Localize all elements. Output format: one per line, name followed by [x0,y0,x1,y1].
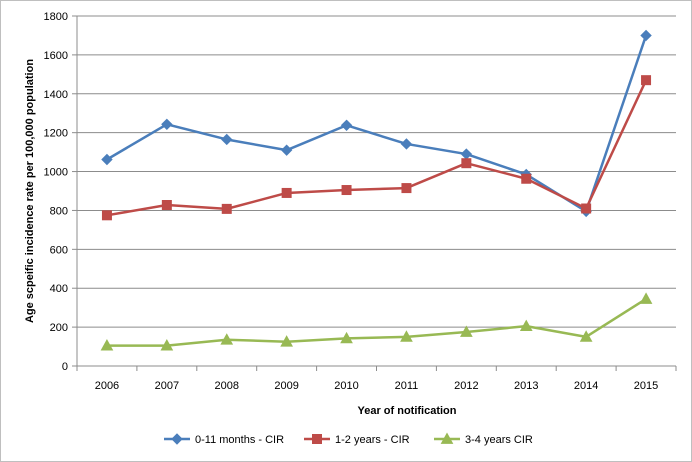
x-tick-label: 2015 [634,380,658,392]
x-tick-label: 2014 [574,380,598,392]
series-line [106,297,647,347]
x-tick-label: 2012 [454,380,478,392]
y-tick-label: 1800 [44,11,68,23]
y-tick-label: 600 [50,244,68,256]
legend-item: 1-2 years - CIR [304,434,410,446]
x-tick-label: 2013 [514,380,538,392]
x-tick-label: 2008 [215,380,239,392]
data-point [461,158,472,169]
series-3 [100,292,653,351]
legend: 0-11 months - CIR 1-2 years - CIR 3-4 year… [164,432,533,446]
y-tick-label: 200 [50,322,68,334]
y-tick-label: 0 [62,361,68,373]
data-point [340,119,353,131]
data-point [521,173,532,184]
x-tick-label: 2010 [334,380,358,392]
series-2 [101,75,652,221]
series-group [100,29,653,351]
x-tick-label: 2006 [95,380,119,392]
data-point [280,144,293,156]
x-tick-label: 2007 [155,380,179,392]
x-axis-title: Year of notification [357,405,456,417]
data-point [640,29,652,42]
y-tick-label: 1200 [44,128,68,140]
data-point [581,203,592,214]
y-tick-label: 1400 [44,89,68,101]
data-point [221,203,232,214]
data-point [161,200,172,210]
series-line [106,79,648,217]
data-point [401,183,412,194]
data-point [281,187,292,198]
x-tick-labels: 2006 2007 2008 2009 2010 2011 2012 2013 2014 2015 [95,380,659,392]
data-point [280,335,293,347]
axes [72,15,677,371]
data-point [639,292,653,304]
gridlines [77,15,676,328]
y-tick-labels: 0 200 400 600 800 1000 1200 1400 1600 1800 [44,11,68,373]
data-point [641,75,652,86]
legend-label: 1-2 years - CIR [335,434,410,446]
data-point [341,185,352,196]
y-axis-title: Age scpeific incidence rate per 100,000 … [24,59,36,323]
data-point [161,118,173,131]
data-point [579,330,593,342]
data-point [160,339,174,351]
x-tick-label: 2011 [395,380,419,392]
data-point [221,133,233,146]
y-tick-label: 800 [50,205,68,217]
legend-label: 0-11 months - CIR [195,434,284,446]
data-point [460,148,473,160]
legend-marker [440,432,454,444]
data-point [101,210,112,221]
data-point [519,319,533,332]
legend-marker [171,433,183,445]
data-point [100,339,114,351]
legend-item: 3-4 years CIR [434,432,533,446]
legend-item: 0-11 months - CIR [164,433,284,446]
data-point [400,138,413,150]
legend-label: 3-4 years CIR [465,434,533,446]
x-tick-label: 2009 [274,380,298,392]
series-line [106,35,648,213]
data-point [460,325,473,337]
y-tick-label: 1600 [44,50,68,62]
y-tick-label: 400 [50,283,68,295]
data-point [340,331,353,344]
data-point [400,330,413,342]
data-point [101,153,113,166]
data-point [220,333,234,345]
legend-marker [312,434,322,444]
y-tick-label: 1000 [44,167,68,179]
